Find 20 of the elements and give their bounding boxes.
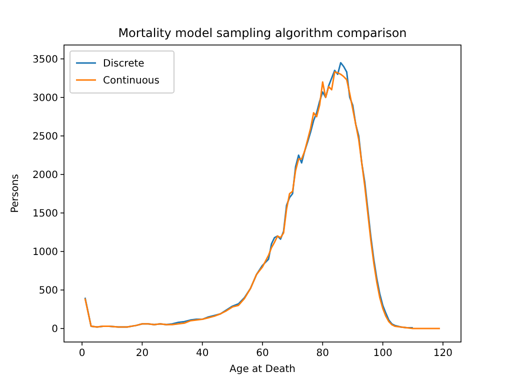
- y-tick-label: 3000: [32, 92, 58, 104]
- x-tick-label: 120: [433, 348, 452, 359]
- x-axis-title: Age at Death: [230, 364, 296, 375]
- y-tick-label: 1000: [32, 246, 58, 258]
- y-tick-label: 2500: [32, 131, 58, 142]
- chart-title: Mortality model sampling algorithm comparison: [118, 26, 407, 40]
- y-axis-title: Persons: [10, 174, 21, 213]
- x-tick-label: 100: [373, 348, 392, 359]
- y-tick-label: 500: [38, 285, 58, 296]
- y-tick-label: 1500: [32, 208, 58, 220]
- x-tick-label: 40: [196, 348, 209, 359]
- legend-label: Continuous: [103, 76, 160, 86]
- x-tick-label: 80: [316, 348, 330, 359]
- x-tick-label: 0: [78, 348, 86, 359]
- y-tick-label: 3500: [32, 54, 58, 66]
- y-tick-label: 0: [52, 324, 58, 336]
- y-tick-label: 2000: [32, 170, 58, 181]
- x-tick-label: 60: [256, 348, 269, 359]
- x-tick-label: 20: [136, 348, 149, 359]
- legend-label: Discrete: [103, 58, 144, 70]
